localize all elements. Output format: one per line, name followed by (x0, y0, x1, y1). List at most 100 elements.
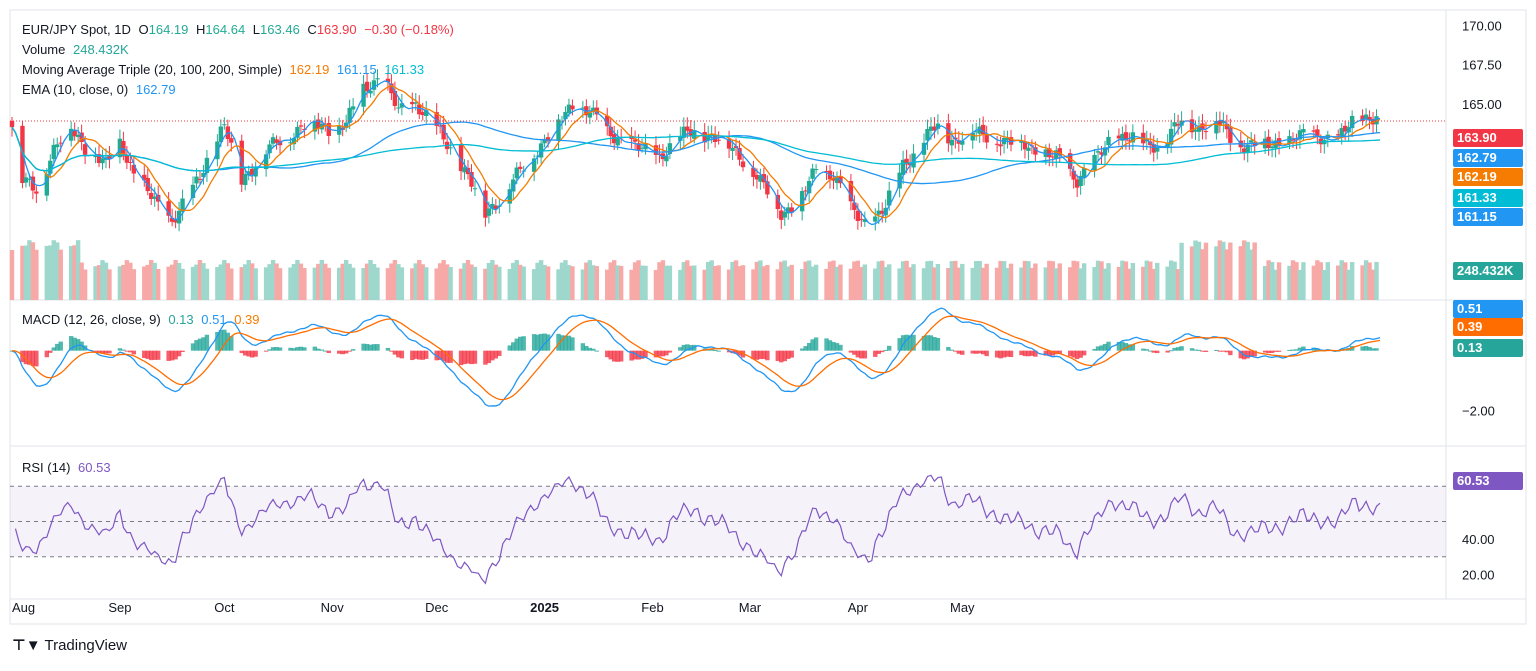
volume-bar (100, 260, 105, 300)
candle-body (82, 144, 88, 155)
change-value: −0.30 (−0.18%) (364, 22, 454, 37)
ma100-price-tag: 161.15 (1453, 208, 1523, 226)
candle-body (507, 189, 512, 204)
macd-hist-bar (469, 350, 474, 365)
candle-body (970, 132, 975, 141)
candle-body (1074, 179, 1080, 188)
macd-hist-bar (726, 350, 732, 353)
candle-body (907, 163, 913, 166)
volume-bar (371, 263, 377, 300)
volume-bar (173, 260, 178, 300)
candle-body (1349, 115, 1355, 129)
volume-bar (444, 264, 450, 300)
macd-hist-bar (904, 334, 909, 351)
candle-body (737, 147, 742, 160)
volume-bar (855, 260, 861, 300)
macd-hist-bar (1287, 349, 1292, 351)
macd-hist-bar (1092, 348, 1097, 351)
volume-bar (827, 261, 833, 300)
macd-hist-bar (1120, 341, 1125, 351)
volume-bar (799, 269, 805, 300)
macd-hist-bar (323, 350, 328, 352)
ma-label: Moving Average Triple (20, 100, 200, Sim… (22, 62, 282, 77)
macd-hist-bar (1290, 349, 1296, 351)
macd-hist-bar (1175, 347, 1181, 351)
volume-bar (643, 265, 648, 300)
macd-hist-bar (20, 350, 25, 363)
candle-body (545, 137, 551, 142)
macd-hist-bar (1179, 346, 1184, 351)
macd-hist-bar (1273, 350, 1278, 352)
macd-hist-bar (709, 348, 714, 351)
volume-bar (385, 268, 391, 300)
ema-legend: EMA (10, close, 0) 162.79 (22, 82, 180, 98)
macd-hist-bar (831, 342, 836, 351)
macd-hist-bar (1078, 350, 1083, 358)
volume-bar (319, 260, 325, 300)
volume-bar (813, 264, 819, 300)
high-label: H (196, 22, 206, 37)
candle-body (312, 121, 318, 132)
tradingview-logo[interactable]: ⊤▼ TradingView (12, 637, 128, 654)
candle-body (1116, 135, 1122, 139)
volume-bar (925, 261, 930, 300)
candle-body (960, 140, 965, 145)
candle-body (1342, 125, 1348, 132)
macd-hist-bar (594, 350, 599, 352)
candle-body (1022, 141, 1028, 150)
volume-bar (1099, 261, 1104, 300)
macd-hist-bar (117, 348, 123, 351)
candle-body (288, 142, 293, 144)
volume-bar (834, 266, 840, 300)
volume-bar (1252, 242, 1257, 300)
macd-hist-bar (1047, 350, 1052, 356)
macd-hist-bar (68, 336, 74, 351)
candle-body (1050, 156, 1055, 158)
candle-body (765, 181, 770, 195)
candle-body (980, 124, 986, 135)
ema-value: 162.79 (135, 82, 176, 97)
candle-body (142, 174, 147, 181)
candle-body (267, 144, 272, 154)
macd-hist-bar (180, 350, 185, 352)
macd-hist-bar (23, 350, 29, 365)
macd-hist-bar (229, 336, 234, 351)
candle-body (810, 168, 815, 179)
volume-bar (1374, 261, 1379, 300)
macd-hist-bar (733, 350, 739, 354)
volume-bar (458, 268, 464, 300)
macd-hist-bar (1276, 350, 1282, 352)
volume-bar (545, 266, 551, 300)
candle-body (448, 147, 453, 149)
candle-body (779, 210, 784, 220)
volume-bar (218, 264, 224, 300)
volume-bar (786, 266, 791, 300)
volume-bar (1228, 242, 1233, 300)
macd-hist-bar (855, 350, 861, 358)
macd-hist-bar (960, 350, 965, 355)
candle-body (222, 124, 227, 126)
volume-bar (343, 260, 349, 300)
candle-body (1081, 168, 1087, 179)
signal-line (11, 315, 1381, 401)
macd-label: MACD (12, 26, close, 9) (22, 312, 161, 327)
candle-body (591, 107, 596, 112)
volume-bar (928, 260, 934, 300)
macd-hist-bar (1165, 350, 1170, 353)
macd-hist-bar (1363, 346, 1369, 351)
candle-body (758, 175, 763, 182)
macd-hist-bar (716, 350, 721, 352)
candle-body (1172, 122, 1177, 127)
macd-tag: 0.51 (1453, 300, 1523, 318)
macd-hist-bar (444, 350, 450, 363)
macd-hist-bar (1130, 344, 1136, 351)
candle-body (413, 102, 418, 104)
volume-bar (531, 269, 537, 300)
macd-hist-bar (632, 350, 638, 360)
candle-body (653, 145, 659, 155)
candle-body (44, 174, 50, 196)
candle-body (246, 171, 251, 176)
volume-bar (935, 264, 941, 300)
macd-hist-bar (740, 350, 746, 358)
volume-bar (632, 262, 638, 300)
